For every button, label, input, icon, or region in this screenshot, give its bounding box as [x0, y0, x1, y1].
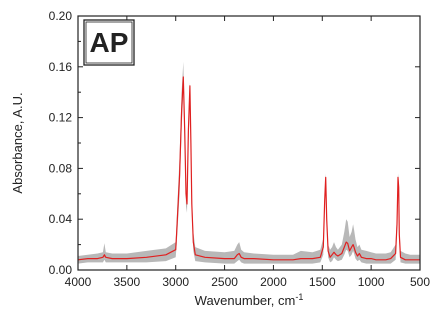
x-tick-label: 4000	[65, 275, 92, 289]
x-axis-label: Wavenumber, cm-1	[195, 292, 304, 308]
y-tick-label: 0.00	[49, 263, 73, 277]
axis-ticks: 4000 3500 3000 2500 2000 1500 1000 500 0.00 0.04 0…	[49, 9, 431, 289]
x-axis-label-text: Wavenumber, cm	[195, 293, 296, 308]
x-tick-label: 1000	[358, 275, 385, 289]
x-tick-label: 2500	[211, 275, 238, 289]
y-tick-label: 0.16	[49, 60, 73, 74]
x-tick-label: 2000	[260, 275, 287, 289]
y-tick-label: 0.20	[49, 9, 73, 23]
x-tick-label: 1500	[309, 275, 336, 289]
y-tick-label: 0.12	[49, 111, 73, 125]
x-tick-label: 3000	[162, 275, 189, 289]
y-axis-label: Absorbance, A.U.	[10, 92, 25, 193]
plot-area	[77, 61, 420, 264]
spectrum-mean-line	[77, 76, 420, 261]
spectrum-spread-band	[78, 61, 420, 264]
x-tick-label: 3500	[114, 275, 141, 289]
x-axis-label-superscript: -1	[295, 292, 303, 302]
y-tick-label: 0.08	[49, 161, 73, 175]
x-tick-label: 500	[410, 275, 430, 289]
panel-label: AP	[90, 27, 129, 58]
y-tick-label: 0.04	[49, 212, 73, 226]
panel-label-box: AP	[83, 19, 135, 66]
